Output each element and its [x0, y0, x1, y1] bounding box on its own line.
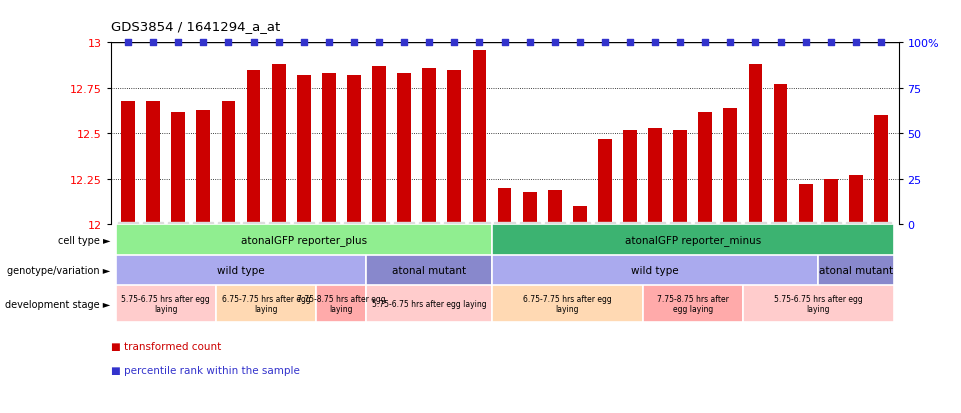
Point [522, 40, 537, 47]
Text: 7.75-8.75 hrs after egg
laying: 7.75-8.75 hrs after egg laying [297, 294, 385, 313]
Bar [649, 129, 662, 225]
Bar [366, 255, 492, 285]
Text: 7.75-8.75 hrs after
egg laying: 7.75-8.75 hrs after egg laying [656, 294, 728, 313]
Bar [473, 51, 486, 225]
Point [321, 40, 336, 47]
Bar [492, 225, 894, 255]
Bar [272, 65, 285, 225]
Bar [297, 76, 310, 225]
Point [196, 40, 211, 47]
Point [673, 40, 688, 47]
Bar [366, 285, 492, 322]
Bar [171, 112, 185, 225]
Text: wild type: wild type [217, 265, 265, 275]
Point [773, 40, 788, 47]
Text: wild type: wild type [631, 265, 678, 275]
Bar [824, 180, 838, 225]
Text: 5.75-6.75 hrs after egg
laying: 5.75-6.75 hrs after egg laying [121, 294, 210, 313]
Point [547, 40, 562, 47]
Bar [115, 285, 216, 322]
Bar [774, 85, 787, 225]
Bar [422, 69, 436, 225]
Bar [548, 190, 561, 225]
Bar [875, 116, 888, 225]
Point [748, 40, 763, 47]
Point [271, 40, 286, 47]
Point [371, 40, 386, 47]
Text: atonalGFP reporter_minus: atonalGFP reporter_minus [625, 235, 761, 245]
Text: ■ percentile rank within the sample: ■ percentile rank within the sample [111, 366, 300, 375]
Point [171, 40, 186, 47]
Point [296, 40, 311, 47]
Text: atonal mutant: atonal mutant [819, 265, 893, 275]
Bar [699, 112, 712, 225]
Bar [196, 111, 210, 225]
Point [497, 40, 512, 47]
Text: cell type ►: cell type ► [58, 235, 111, 245]
Bar [724, 109, 737, 225]
Bar [674, 131, 687, 225]
Point [472, 40, 487, 47]
Bar [799, 185, 813, 225]
Point [346, 40, 361, 47]
Bar [643, 285, 743, 322]
Text: 6.75-7.75 hrs after egg
laying: 6.75-7.75 hrs after egg laying [222, 294, 310, 313]
Text: ■ transformed count: ■ transformed count [111, 341, 221, 351]
Bar [492, 285, 643, 322]
Point [572, 40, 587, 47]
Text: genotype/variation ►: genotype/variation ► [8, 265, 111, 275]
Bar [316, 285, 366, 322]
Point [723, 40, 738, 47]
Bar [749, 65, 762, 225]
Point [447, 40, 462, 47]
Bar [623, 131, 637, 225]
Bar [121, 102, 135, 225]
Point [874, 40, 889, 47]
Point [823, 40, 838, 47]
Point [597, 40, 612, 47]
Bar [322, 74, 335, 225]
Bar [146, 102, 160, 225]
Text: 5.75-6.75 hrs after egg laying: 5.75-6.75 hrs after egg laying [372, 299, 486, 308]
Point [221, 40, 236, 47]
Bar [222, 102, 235, 225]
Point [120, 40, 136, 47]
Point [798, 40, 813, 47]
Point [397, 40, 412, 47]
Bar [743, 285, 894, 322]
Point [246, 40, 261, 47]
Text: development stage ►: development stage ► [5, 299, 111, 309]
Bar [598, 140, 612, 225]
Bar [397, 74, 411, 225]
Text: 6.75-7.75 hrs after egg
laying: 6.75-7.75 hrs after egg laying [523, 294, 611, 313]
Bar [498, 189, 511, 225]
Bar [818, 255, 894, 285]
Bar [347, 76, 360, 225]
Bar [115, 255, 366, 285]
Bar [448, 71, 461, 225]
Bar [115, 225, 492, 255]
Point [849, 40, 864, 47]
Bar [247, 71, 260, 225]
Bar [492, 255, 818, 285]
Text: GDS3854 / 1641294_a_at: GDS3854 / 1641294_a_at [111, 20, 280, 33]
Bar [573, 207, 587, 225]
Point [698, 40, 713, 47]
Bar [372, 67, 386, 225]
Text: atonal mutant: atonal mutant [392, 265, 466, 275]
Bar [849, 176, 863, 225]
Text: atonalGFP reporter_plus: atonalGFP reporter_plus [240, 235, 367, 245]
Bar [523, 192, 536, 225]
Point [422, 40, 437, 47]
Point [623, 40, 638, 47]
Text: 5.75-6.75 hrs after egg
laying: 5.75-6.75 hrs after egg laying [774, 294, 863, 313]
Bar [216, 285, 316, 322]
Point [145, 40, 160, 47]
Point [648, 40, 663, 47]
